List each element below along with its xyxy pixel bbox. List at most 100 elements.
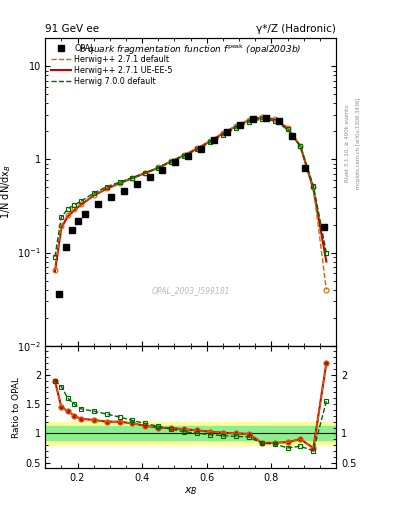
OPAL [57, 291, 61, 297]
Y-axis label: Ratio to OPAL: Ratio to OPAL [13, 376, 22, 438]
Herwig++ 2.7.1 default [117, 180, 122, 186]
Herwig++ 2.7.1 default [220, 130, 225, 136]
Herwig++ 2.7.1 default [259, 114, 264, 120]
Herwig++ 2.7.1 default [195, 145, 199, 152]
Herwig 7.0.0 default [91, 190, 96, 196]
Herwig 7.0.0 default [130, 175, 135, 181]
Herwig++ 2.7.1 default [298, 143, 303, 149]
Herwig 7.0.0 default [259, 116, 264, 122]
Herwig 7.0.0 default [208, 139, 212, 145]
Herwig++ 2.7.1 UE-EE-5 [259, 114, 264, 120]
Bar [45, 422, 336, 445]
Herwig++ 2.7.1 UE-EE-5 [246, 117, 251, 123]
Herwig 7.0.0 default [143, 169, 148, 176]
Herwig++ 2.7.1 UE-EE-5 [156, 165, 161, 171]
Herwig++ 2.7.1 default [104, 185, 109, 191]
Herwig++ 2.7.1 UE-EE-5 [233, 123, 238, 130]
Herwig++ 2.7.1 UE-EE-5 [53, 269, 57, 275]
OPAL [134, 181, 139, 187]
Herwig++ 2.7.1 default [72, 206, 77, 212]
OPAL [173, 159, 178, 165]
Herwig++ 2.7.1 UE-EE-5 [182, 152, 187, 158]
Herwig 7.0.0 default [298, 143, 303, 150]
Herwig++ 2.7.1 UE-EE-5 [220, 130, 225, 136]
Herwig++ 2.7.1 default [156, 164, 161, 170]
Herwig++ 2.7.1 UE-EE-5 [66, 214, 70, 220]
Herwig++ 2.7.1 default [169, 158, 174, 164]
Herwig++ 2.7.1 default [130, 175, 135, 181]
Herwig 7.0.0 default [169, 159, 174, 165]
Herwig++ 2.7.1 UE-EE-5 [78, 202, 83, 208]
X-axis label: $x_B$: $x_B$ [184, 485, 197, 497]
Herwig++ 2.7.1 default [66, 211, 70, 218]
Herwig++ 2.7.1 UE-EE-5 [208, 138, 212, 144]
Herwig++ 2.7.1 UE-EE-5 [91, 193, 96, 199]
Herwig++ 2.7.1 UE-EE-5 [130, 175, 135, 181]
Herwig++ 2.7.1 default [91, 192, 96, 198]
OPAL [95, 201, 100, 207]
Text: mcplots.cern.ch [arXiv:1306.3436]: mcplots.cern.ch [arXiv:1306.3436] [356, 98, 361, 189]
Herwig++ 2.7.1 UE-EE-5 [298, 143, 303, 150]
Herwig++ 2.7.1 default [311, 184, 316, 190]
Herwig 7.0.0 default [53, 254, 57, 260]
OPAL [108, 194, 113, 200]
Herwig 7.0.0 default [311, 183, 316, 189]
Herwig 7.0.0 default [156, 165, 161, 171]
Herwig++ 2.7.1 UE-EE-5 [285, 125, 290, 131]
OPAL [225, 130, 230, 136]
Herwig++ 2.7.1 default [285, 124, 290, 131]
Herwig++ 2.7.1 default [324, 287, 329, 293]
Herwig++ 2.7.1 UE-EE-5 [59, 225, 64, 231]
Herwig++ 2.7.1 default [233, 123, 238, 129]
Herwig++ 2.7.1 default [59, 223, 64, 229]
Bar [45, 426, 336, 440]
Herwig 7.0.0 default [220, 132, 225, 138]
Herwig++ 2.7.1 default [78, 201, 83, 207]
Herwig 7.0.0 default [324, 249, 329, 255]
Herwig++ 2.7.1 UE-EE-5 [143, 170, 148, 176]
OPAL [76, 218, 81, 224]
Line: Herwig++ 2.7.1 default: Herwig++ 2.7.1 default [55, 117, 326, 290]
OPAL [147, 174, 152, 180]
Herwig++ 2.7.1 UE-EE-5 [72, 207, 77, 214]
Herwig 7.0.0 default [66, 206, 70, 212]
Text: γ*/Z (Hadronic): γ*/Z (Hadronic) [256, 24, 336, 34]
Herwig 7.0.0 default [272, 118, 277, 124]
Herwig++ 2.7.1 UE-EE-5 [272, 116, 277, 122]
OPAL [63, 244, 68, 250]
Herwig 7.0.0 default [195, 146, 199, 153]
Herwig++ 2.7.1 default [143, 169, 148, 176]
Line: Herwig 7.0.0 default: Herwig 7.0.0 default [55, 119, 326, 257]
Herwig 7.0.0 default [59, 214, 64, 220]
Text: OPAL_2003_I599181: OPAL_2003_I599181 [151, 286, 230, 295]
Herwig 7.0.0 default [233, 125, 238, 131]
Herwig 7.0.0 default [246, 119, 251, 125]
Herwig 7.0.0 default [285, 126, 290, 133]
Text: 91 GeV ee: 91 GeV ee [45, 24, 99, 34]
Herwig++ 2.7.1 default [182, 152, 187, 158]
OPAL [83, 211, 87, 217]
Herwig 7.0.0 default [104, 184, 109, 190]
OPAL [276, 118, 281, 124]
Herwig++ 2.7.1 default [208, 138, 212, 144]
Herwig++ 2.7.1 default [53, 267, 57, 273]
Line: OPAL: OPAL [56, 115, 327, 296]
Legend: OPAL, Herwig++ 2.7.1 default, Herwig++ 2.7.1 UE-EE-5, Herwig 7.0.0 default: OPAL, Herwig++ 2.7.1 default, Herwig++ 2… [48, 41, 176, 89]
Herwig++ 2.7.1 UE-EE-5 [104, 186, 109, 192]
Herwig 7.0.0 default [72, 202, 77, 208]
Herwig++ 2.7.1 default [272, 116, 277, 122]
Herwig++ 2.7.1 UE-EE-5 [169, 158, 174, 164]
OPAL [302, 165, 307, 172]
Herwig 7.0.0 default [78, 198, 83, 204]
OPAL [289, 133, 294, 139]
OPAL [238, 122, 242, 128]
OPAL [160, 166, 165, 173]
OPAL [251, 116, 255, 122]
OPAL [199, 146, 204, 152]
Herwig++ 2.7.1 default [246, 117, 251, 123]
Text: b quark fragmentation function $f^{\rm peak}$ (opal2003b): b quark fragmentation function $f^{\rm p… [79, 43, 302, 57]
Herwig 7.0.0 default [117, 179, 122, 185]
Herwig++ 2.7.1 UE-EE-5 [195, 145, 199, 152]
Y-axis label: 1/N dN/dx$_B$: 1/N dN/dx$_B$ [0, 164, 13, 220]
Text: Rivet 3.1.10, ≥ 400k events: Rivet 3.1.10, ≥ 400k events [345, 105, 350, 182]
